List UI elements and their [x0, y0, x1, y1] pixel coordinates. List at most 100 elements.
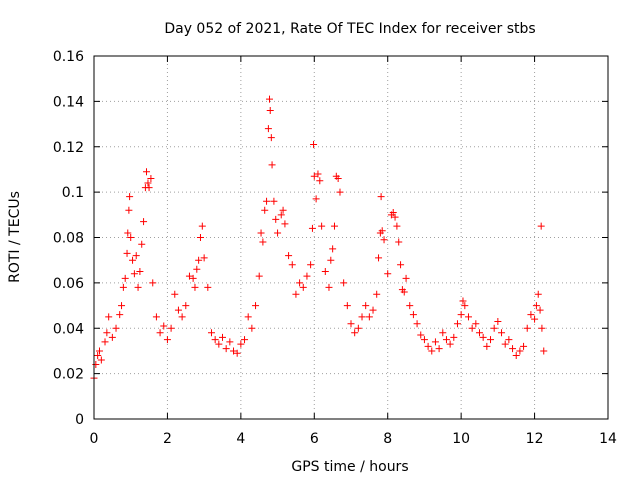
- data-point: [116, 311, 124, 319]
- data-point: [358, 313, 366, 321]
- data-point: [233, 349, 241, 357]
- data-point: [136, 268, 144, 276]
- data-point: [439, 329, 447, 337]
- data-point: [198, 222, 206, 230]
- data-point: [112, 324, 120, 332]
- x-tick-label: 8: [383, 431, 392, 447]
- data-point: [389, 209, 397, 217]
- data-point: [442, 336, 450, 344]
- data-point: [330, 222, 338, 230]
- data-point: [237, 340, 245, 348]
- data-point: [182, 302, 190, 310]
- data-point: [185, 272, 193, 280]
- data-point: [244, 313, 252, 321]
- data-point: [215, 340, 223, 348]
- x-tick-label: 10: [452, 431, 470, 447]
- data-point: [277, 211, 285, 219]
- data-point: [255, 272, 263, 280]
- data-point: [476, 329, 483, 337]
- data-point: [540, 347, 548, 355]
- data-point: [193, 265, 201, 273]
- data-point: [487, 336, 495, 344]
- data-point: [395, 238, 403, 246]
- data-point: [536, 306, 544, 314]
- data-point: [145, 184, 153, 192]
- data-point: [538, 324, 546, 332]
- data-point: [163, 336, 171, 344]
- data-point: [397, 261, 405, 269]
- data-point: [329, 245, 337, 253]
- data-point: [263, 197, 271, 205]
- data-point: [174, 306, 182, 314]
- data-point: [268, 161, 276, 169]
- data-point: [325, 283, 333, 291]
- data-point: [310, 140, 318, 148]
- data-point: [472, 320, 480, 328]
- data-point: [147, 175, 155, 183]
- data-point: [409, 311, 417, 319]
- data-point: [424, 342, 432, 350]
- x-tick-label: 14: [599, 431, 617, 447]
- data-point: [97, 356, 105, 364]
- data-point: [494, 317, 502, 325]
- data-point: [520, 342, 528, 350]
- data-point: [537, 222, 545, 230]
- data-point: [307, 261, 315, 269]
- data-point: [92, 361, 100, 369]
- data-point: [400, 288, 408, 296]
- data-point: [257, 229, 265, 237]
- data-point: [127, 234, 135, 241]
- data-point: [143, 168, 151, 176]
- data-point: [178, 313, 186, 321]
- y-tick-label: 0.12: [53, 140, 84, 156]
- y-tick-label: 0.14: [53, 94, 84, 110]
- data-point: [121, 274, 129, 282]
- y-axis-label: ROTI / TECUs: [7, 191, 23, 283]
- y-tick-label: 0.02: [53, 367, 84, 383]
- data-point: [380, 236, 388, 244]
- data-point: [428, 347, 436, 355]
- data-point: [468, 324, 476, 332]
- x-tick-label: 12: [526, 431, 544, 447]
- data-point: [124, 229, 132, 237]
- data-point: [354, 324, 362, 332]
- data-point: [509, 345, 517, 353]
- tick-labels: 0 2 4 6 8 10 12 14 0 0.02 0.04 0.06 0.08 0.1 0.12 0.14 0…: [53, 49, 617, 447]
- data-point: [94, 351, 102, 359]
- x-axis-label: GPS time / hours: [291, 459, 408, 475]
- data-point: [431, 338, 439, 346]
- data-point: [490, 324, 498, 332]
- data-point: [483, 342, 491, 350]
- data-point: [314, 170, 322, 178]
- data-point: [296, 279, 304, 287]
- data-point: [362, 302, 370, 310]
- data-point: [498, 329, 506, 337]
- data-point: [375, 254, 383, 262]
- data-point: [318, 222, 326, 230]
- data-point: [512, 351, 520, 359]
- data-point: [252, 302, 260, 310]
- x-tick-label: 0: [90, 431, 99, 447]
- data-point: [261, 206, 269, 214]
- data-point: [259, 238, 267, 246]
- data-point: [406, 302, 414, 310]
- data-point: [299, 283, 307, 291]
- data-point: [191, 283, 199, 291]
- data-point: [464, 313, 472, 321]
- data-point: [417, 331, 425, 339]
- data-point: [200, 254, 208, 262]
- data-point: [365, 313, 373, 321]
- data-point: [119, 283, 127, 291]
- y-tick-label: 0.06: [53, 276, 84, 292]
- data-point: [532, 302, 540, 310]
- data-point: [527, 311, 535, 319]
- data-point: [435, 345, 443, 353]
- data-point: [130, 270, 138, 278]
- data-point: [156, 329, 164, 337]
- data-point: [334, 175, 342, 183]
- x-tick-label: 6: [310, 431, 319, 447]
- data-point: [123, 249, 131, 257]
- data-point: [189, 274, 197, 282]
- data-point: [531, 315, 539, 323]
- y-tick-label: 0: [75, 412, 84, 428]
